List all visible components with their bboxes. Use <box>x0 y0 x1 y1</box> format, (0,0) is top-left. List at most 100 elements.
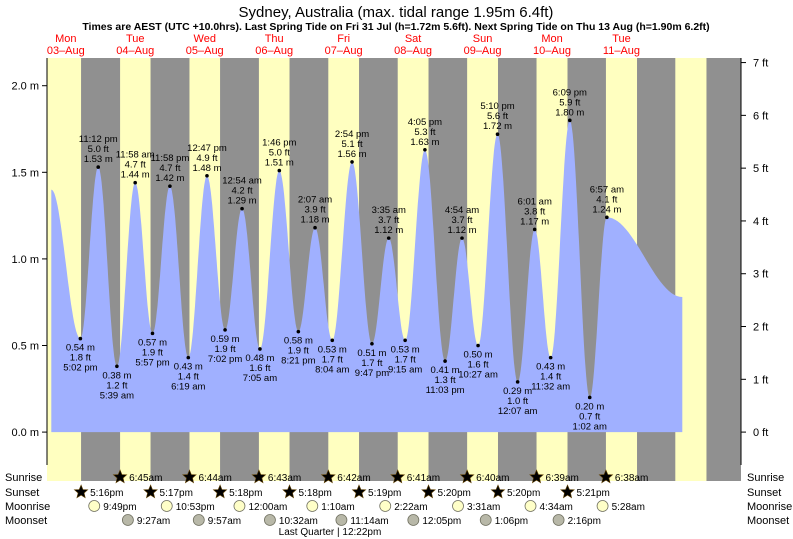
tide-feet-label: 3.8 ft <box>524 206 545 217</box>
tide-time-label: 12:54 am <box>222 176 262 187</box>
sunset-star-icon <box>143 484 158 499</box>
moonset-moon-icon <box>407 514 420 526</box>
sunset-star-icon <box>212 484 228 499</box>
tide-point <box>150 331 155 336</box>
tide-meters-label: 1.12 m <box>374 225 403 236</box>
tide-meters-label: 1.29 m <box>228 196 257 207</box>
almanac: Sunrise Sunrise Sunset Sunset Moonrise Moonri… <box>5 469 792 538</box>
moonset-time: 9:57am <box>208 516 241 527</box>
day-date: 11–Aug <box>603 45 640 57</box>
moonrise-moon-icon <box>524 500 537 512</box>
tide-feet-label: 4.7 ft <box>125 160 146 171</box>
tide-meters-label: 1.80 m <box>555 107 584 118</box>
tide-feet-label: 1.9 ft <box>288 346 309 357</box>
tide-time-label: 4:54 am <box>445 205 479 216</box>
day-of-week: Sat <box>405 33 422 45</box>
moonset-moon-icon <box>121 514 134 526</box>
tide-meters-label: 0.50 m <box>464 349 493 360</box>
tide-time-label: 2:54 pm <box>335 129 369 140</box>
tide-time-label: 11:58 am <box>116 150 155 161</box>
day-headers: Mon03–AugTue04–AugWed05–AugThu06–AugFri0… <box>47 33 640 57</box>
tide-point <box>296 329 301 334</box>
day-date: 08–Aug <box>394 45 432 57</box>
sunrise-time: 6:38am <box>615 473 648 484</box>
tide-meters-label: 0.29 m <box>503 386 532 397</box>
moonset-time: 12:05pm <box>422 516 461 527</box>
day-date: 03–Aug <box>47 45 85 57</box>
moonset-moon-icon <box>264 514 276 526</box>
tide-feet-label: 4.7 ft <box>159 163 180 174</box>
moonrise-moon-icon <box>233 500 246 512</box>
almanac-row-label-right: Sunrise <box>747 472 784 484</box>
moonrise-moon-icon <box>160 500 173 512</box>
tide-point <box>350 160 354 164</box>
tide-feet-label: 1.0 ft <box>507 396 528 407</box>
moonset-time: 9:27am <box>137 516 170 527</box>
tide-point <box>370 341 374 346</box>
sunrise-time: 6:45am <box>129 473 162 484</box>
sunset-time: 5:17pm <box>160 488 193 499</box>
tide-point <box>115 364 119 369</box>
sunrise-time: 6:44am <box>198 473 231 484</box>
tide-feet-label: 5.3 ft <box>414 127 435 138</box>
tide-point <box>460 236 464 240</box>
tide-meters-label: 1.18 m <box>301 215 330 226</box>
moonrise-time: 9:49pm <box>103 502 136 513</box>
moonset-moon-icon <box>479 514 492 526</box>
tide-meters-label: 1.12 m <box>447 225 476 236</box>
tide-time-label: 5:39 am <box>100 390 134 401</box>
tide-feet-label: 1.3 ft <box>435 375 456 386</box>
sunset-time: 5:18pm <box>299 488 332 499</box>
tide-feet-label: 4.1 ft <box>596 194 617 205</box>
day-date: 09–Aug <box>464 45 502 57</box>
sunrise-time: 6:43am <box>268 473 301 484</box>
tide-point <box>403 338 407 343</box>
tide-feet-label: 0.7 ft <box>579 411 600 422</box>
sunrise-star-icon <box>251 469 267 484</box>
tide-time-label: 11:58 pm <box>150 153 189 164</box>
moonrise-time: 4:34am <box>540 502 573 513</box>
sunset-star-icon <box>282 484 297 499</box>
almanac-row-label-right: Sunset <box>747 487 781 499</box>
almanac-row-label-left: Moonset <box>5 515 47 527</box>
moon-phase-note: Last Quarter | 12:22pm <box>279 527 382 538</box>
tide-meters-label: 0.51 m <box>357 348 386 359</box>
tide-meters-label: 1.42 m <box>155 173 184 184</box>
right-tick-label: 1 ft <box>753 374 768 386</box>
tide-time-label: 4:05 pm <box>408 117 442 128</box>
tide-meters-label: 1.56 m <box>338 149 367 160</box>
tide-time-label: 2:07 am <box>298 195 332 206</box>
day-date: 07–Aug <box>325 45 363 57</box>
tide-feet-label: 3.7 ft <box>451 215 472 226</box>
tide-point <box>313 225 317 230</box>
almanac-row-label-right: Moonset <box>747 515 789 527</box>
tide-point <box>386 236 391 240</box>
tide-point <box>186 355 191 360</box>
day-date: 10–Aug <box>533 45 571 57</box>
tide-meters-label: 1.48 m <box>192 163 221 174</box>
day-of-week: Mon <box>55 33 76 45</box>
tide-time-label: 6:01 am <box>518 196 552 207</box>
tide-feet-label: 1.6 ft <box>468 359 489 370</box>
tide-time-label: 5:02 pm <box>63 363 97 374</box>
almanac-row-label-left: Sunset <box>5 487 39 499</box>
tide-time-label: 11:03 pm <box>426 385 465 396</box>
sunrise-time: 6:41am <box>407 473 440 484</box>
tide-feet-label: 5.0 ft <box>269 148 290 159</box>
moonrise-moon-icon <box>452 500 464 512</box>
day-of-week: Mon <box>541 33 562 45</box>
tide-meters-label: 0.57 m <box>138 337 167 348</box>
sunset-time: 5:20pm <box>507 488 540 499</box>
tide-point <box>495 132 500 137</box>
tide-point <box>605 215 609 220</box>
day-of-week: Wed <box>194 33 216 45</box>
tide-point <box>258 347 262 351</box>
sunrise-star-icon <box>182 469 197 484</box>
moonset-moon-icon <box>192 514 205 526</box>
right-tick-label: 4 ft <box>753 216 768 228</box>
right-tick-label: 7 ft <box>753 58 768 70</box>
tide-feet-label: 5.9 ft <box>559 97 580 108</box>
tide-point <box>133 180 137 185</box>
almanac-row-label-left: Moonrise <box>5 501 50 513</box>
tide-point <box>515 380 520 384</box>
